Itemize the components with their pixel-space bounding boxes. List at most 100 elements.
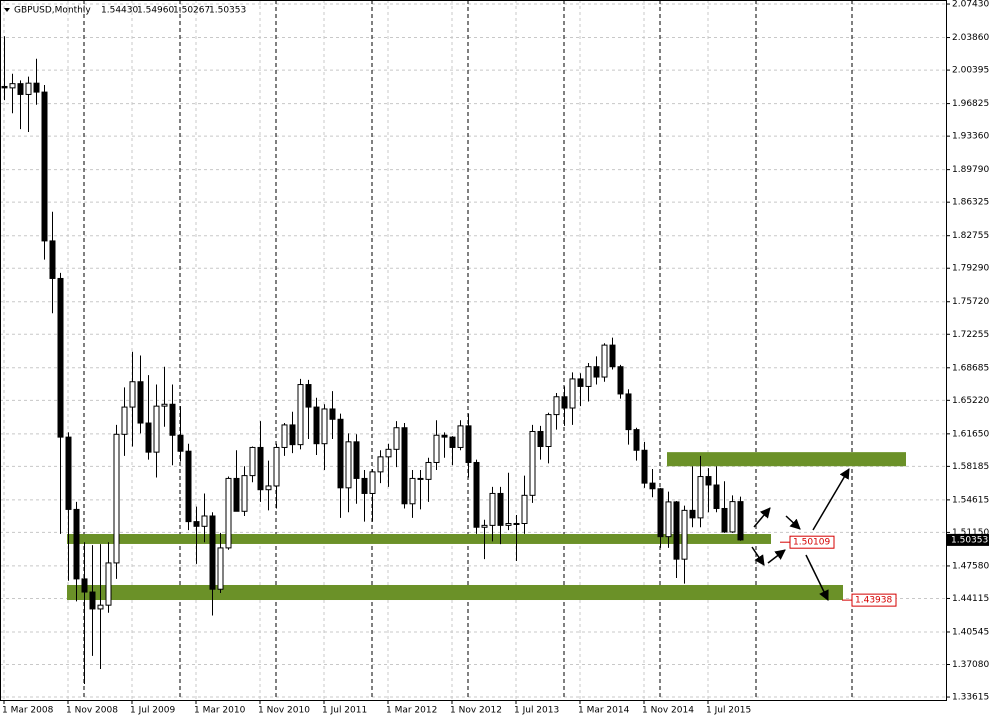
candle-body: [209, 515, 216, 590]
candle-body: [113, 433, 120, 564]
candle-body: [513, 522, 520, 525]
arrow: [751, 546, 765, 566]
level-box: [789, 535, 835, 549]
candle-body: [81, 578, 88, 593]
candle-body: [305, 384, 312, 408]
ohlc-high: 1.54960: [137, 6, 174, 16]
x-tick-label: 1 Mar 2010: [194, 706, 246, 716]
candle-body: [337, 418, 344, 489]
y-tick-label: 1.86325: [952, 198, 989, 208]
candle-body: [473, 461, 480, 528]
candle-body: [633, 429, 640, 451]
candle-body: [281, 424, 288, 448]
x-tick-label: 1 Nov 2008: [66, 706, 118, 716]
y-tick-label: 1.37080: [952, 660, 989, 670]
candle-body: [273, 446, 280, 487]
candle-body: [697, 476, 704, 519]
candle-body: [177, 434, 184, 452]
candle-body: [345, 441, 352, 489]
ohlc-open: 1.54430: [101, 6, 138, 16]
candle-body: [129, 381, 136, 408]
candle-body: [201, 515, 208, 527]
arrow: [785, 515, 801, 530]
y-tick-label: 1.68685: [952, 363, 989, 373]
candle-body: [217, 547, 224, 590]
overlay: 1.50109 1.43938: [751, 468, 897, 607]
candle-body: [665, 501, 672, 538]
candle-body: [401, 427, 408, 505]
candle-body: [41, 91, 48, 242]
candle-body: [553, 396, 560, 416]
candles: [1, 36, 744, 685]
candle-body: [729, 501, 736, 533]
arrow: [767, 549, 786, 564]
candle-body: [465, 425, 472, 463]
candle-body: [449, 436, 456, 448]
candle-body: [289, 424, 296, 446]
candle-body: [385, 448, 392, 458]
candle-body: [233, 477, 240, 512]
candle-body: [561, 396, 568, 409]
candle-body: [73, 508, 80, 580]
y-tick-label: 1.33615: [952, 693, 989, 703]
candle-body: [713, 484, 720, 509]
candle-body: [489, 492, 496, 526]
y-tick-label: 1.40545: [952, 627, 989, 637]
menu-triangle[interactable]: [4, 8, 10, 12]
candle-body: [105, 562, 112, 606]
candle-body: [17, 83, 24, 95]
candle-body: [193, 521, 200, 527]
y-tick-label: 2.07430: [952, 0, 989, 10]
symbol-title: GBPUSD,Monthly: [14, 6, 91, 16]
candle-body: [265, 485, 272, 491]
y-tick-label: 2.03860: [952, 33, 989, 43]
candle-body: [609, 344, 616, 368]
candle-body: [361, 477, 368, 494]
y-tick-label: 1.93360: [952, 132, 989, 142]
candle-body: [49, 240, 56, 279]
candle-body: [169, 403, 176, 436]
price-zone: [67, 584, 843, 601]
candle-body: [329, 408, 336, 420]
candle-body: [249, 446, 256, 477]
y-tick-label: 1.65220: [952, 396, 989, 406]
candle-body: [137, 381, 144, 424]
x-tick-label: 1 Mar 2008: [2, 706, 54, 716]
price-zone: [67, 534, 771, 544]
candle-body: [9, 83, 16, 89]
candle-body: [417, 477, 424, 480]
candle-body: [569, 378, 576, 409]
y-tick-label: 1.96825: [952, 99, 989, 109]
candle-body: [441, 434, 448, 438]
price-zone: [667, 452, 906, 467]
candle-body: [297, 384, 304, 446]
x-tick-label: 1 Mar 2012: [386, 706, 437, 716]
candle-body: [241, 475, 248, 512]
candle-body: [505, 522, 512, 526]
y-tick-label: 1.82755: [952, 231, 989, 241]
y-tick-label: 1.54615: [952, 495, 989, 505]
x-tick-label: 1 Nov 2012: [450, 706, 502, 716]
arrow: [805, 554, 829, 601]
zones: [67, 452, 906, 601]
y-tick-label: 1.47580: [952, 561, 989, 571]
ohlc-low: 1.50267: [173, 6, 210, 16]
candle-body: [161, 403, 168, 407]
y-tick-label: 1.79290: [952, 264, 989, 274]
candle-body: [497, 492, 504, 526]
arrow: [812, 468, 850, 531]
candle-body: [425, 461, 432, 480]
candle-body: [737, 501, 744, 541]
x-tick-label: 1 Nov 2014: [642, 706, 694, 716]
ohlc-close: 1.50353: [209, 6, 246, 16]
y-tick-label: 1.58185: [952, 462, 989, 472]
candle-body: [153, 405, 160, 453]
x-tick-label: 1 Mar 2014: [578, 706, 630, 716]
candle-body: [481, 524, 488, 528]
y-tick-label: 1.44115: [952, 594, 989, 604]
y-tick-label: 1.72255: [952, 330, 989, 340]
candle-body: [545, 414, 552, 448]
y-tick-label: 1.89790: [952, 165, 989, 175]
